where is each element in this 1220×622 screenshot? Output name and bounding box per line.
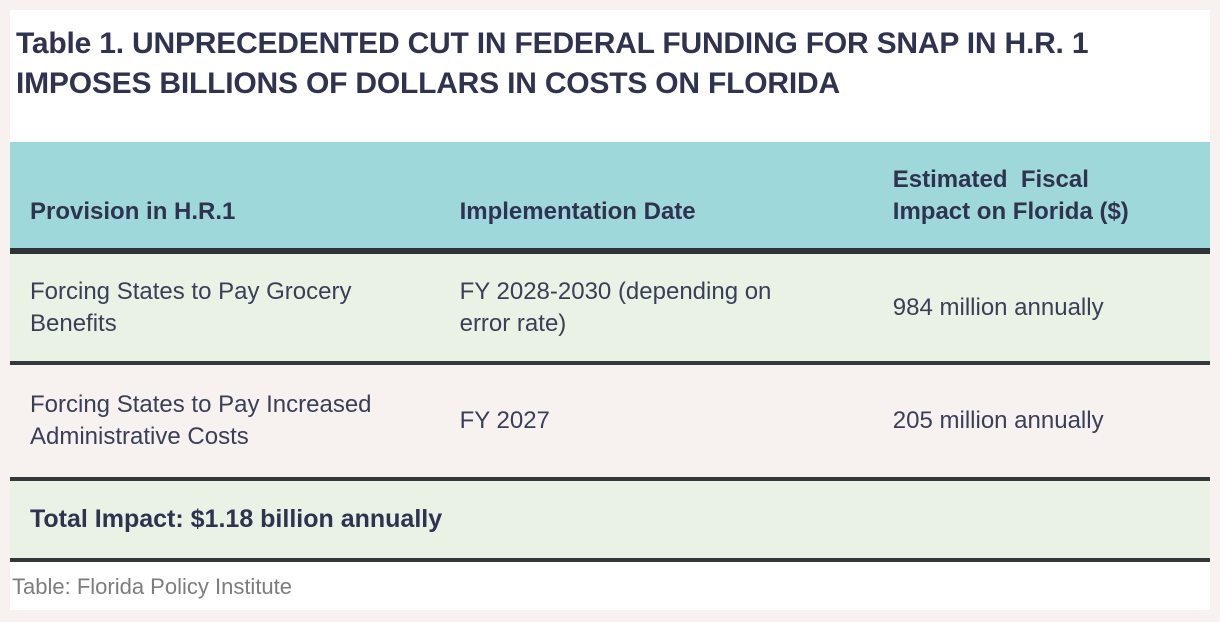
cell-implementation-date: FY 2028-2030 (depending on error rate)	[459, 277, 772, 337]
header-cell-fiscal-impact: Estimated Fiscal Impact on Florida ($)	[892, 166, 1129, 225]
table-row: Forcing States to Pay Increased Administ…	[10, 365, 1210, 477]
cell-fiscal-impact: 984 million annually	[892, 293, 1104, 321]
cell-provision: Forcing States to Pay Grocery Benefits	[30, 277, 352, 337]
cell-provision: Forcing States to Pay Increased Administ…	[30, 391, 372, 450]
row-divider	[10, 477, 1210, 481]
table-credit: Table: Florida Policy Institute	[12, 574, 293, 599]
data-table: Provision in H.R.1 Implementation Date E…	[10, 142, 1210, 562]
cell-fiscal-impact: 205 million annually	[892, 407, 1104, 434]
header-cell-provision: Provision in H.R.1	[30, 198, 236, 225]
table-header-row: Provision in H.R.1 Implementation Date E…	[10, 142, 1210, 248]
title-block: Table 1. UNPRECEDENTED CUT IN FEDERAL FU…	[10, 10, 1210, 142]
page-title: Table 1. UNPRECEDENTED CUT IN FEDERAL FU…	[16, 27, 1089, 100]
table-row: Forcing States to Pay Grocery Benefits F…	[10, 254, 1210, 361]
row-divider	[10, 361, 1210, 365]
cell-implementation-date: FY 2027	[459, 407, 550, 434]
total-row: Total Impact: $1.18 billion annually	[10, 481, 1210, 558]
table-card: Table 1. UNPRECEDENTED CUT IN FEDERAL FU…	[10, 10, 1210, 610]
header-divider	[10, 248, 1210, 254]
header-cell-implementation-date: Implementation Date	[459, 198, 696, 225]
total-impact-label: Total Impact: $1.18 billion annually	[30, 505, 443, 533]
footer-block: Table: Florida Policy Institute	[10, 562, 1210, 610]
footer-divider	[10, 558, 1210, 562]
